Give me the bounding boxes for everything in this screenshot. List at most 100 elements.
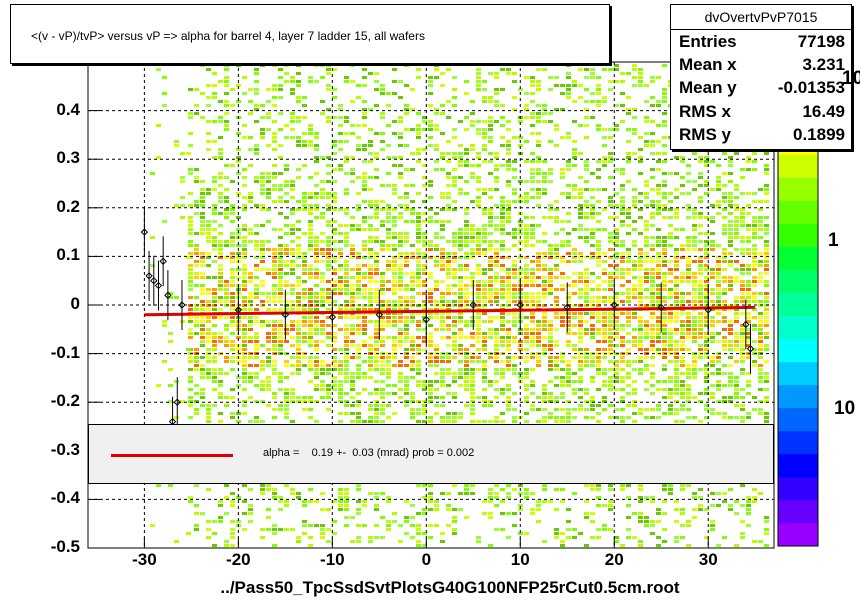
heatmap-cell — [506, 140, 511, 143]
heatmap-cell — [488, 232, 493, 235]
heatmap-cell — [344, 120, 349, 123]
heatmap-cell — [596, 348, 601, 351]
heatmap-cell — [230, 220, 235, 223]
heatmap-cell — [392, 92, 397, 95]
heatmap-cell — [488, 332, 493, 335]
heatmap-cell — [722, 256, 727, 259]
heatmap-cell — [242, 176, 247, 179]
heatmap-cell — [536, 172, 541, 175]
heatmap-cell — [494, 360, 499, 363]
heatmap-cell — [572, 492, 577, 495]
heatmap-cell — [572, 536, 577, 539]
heatmap-cell — [188, 288, 193, 291]
heatmap-cell — [560, 532, 565, 535]
heatmap-cell — [638, 72, 643, 75]
heatmap-cell — [272, 284, 277, 287]
heatmap-cell — [680, 292, 685, 295]
heatmap-cell — [686, 180, 691, 183]
heatmap-cell — [620, 284, 625, 287]
heatmap-cell — [524, 232, 529, 235]
heatmap-cell — [656, 192, 661, 195]
heatmap-cell — [536, 120, 541, 123]
heatmap-cell — [332, 144, 337, 147]
heatmap-cell — [494, 164, 499, 167]
heatmap-cell — [506, 384, 511, 387]
heatmap-cell — [506, 340, 511, 343]
heatmap-cell — [320, 380, 325, 383]
heatmap-cell — [350, 412, 355, 415]
heatmap-cell — [428, 356, 433, 359]
heatmap-cell — [524, 316, 529, 319]
heatmap-cell — [482, 404, 487, 407]
heatmap-cell — [638, 208, 643, 211]
heatmap-cell — [686, 204, 691, 207]
heatmap-cell — [296, 536, 301, 539]
heatmap-cell — [638, 320, 643, 323]
heatmap-cell — [350, 168, 355, 171]
heatmap-cell — [650, 296, 655, 299]
heatmap-cell — [500, 256, 505, 259]
heatmap-cell — [584, 280, 589, 283]
heatmap-cell — [386, 360, 391, 363]
heatmap-cell — [632, 76, 637, 79]
heatmap-cell — [530, 180, 535, 183]
heatmap-cell — [446, 368, 451, 371]
heatmap-cell — [368, 108, 373, 111]
heatmap-cell — [488, 336, 493, 339]
heatmap-cell — [530, 312, 535, 315]
heatmap-cell — [536, 104, 541, 107]
heatmap-cell — [356, 224, 361, 227]
heatmap-cell — [560, 320, 565, 323]
heatmap-cell — [374, 236, 379, 239]
heatmap-cell — [452, 380, 457, 383]
heatmap-cell — [230, 412, 235, 415]
heatmap-cell — [656, 212, 661, 215]
heatmap-cell — [296, 64, 301, 67]
heatmap-cell — [650, 300, 655, 303]
heatmap-cell — [608, 380, 613, 383]
heatmap-cell — [728, 204, 733, 207]
heatmap-cell — [392, 156, 397, 159]
heatmap-cell — [644, 328, 649, 331]
heatmap-cell — [638, 360, 643, 363]
heatmap-cell — [728, 340, 733, 343]
heatmap-cell — [260, 364, 265, 367]
heatmap-cell — [428, 324, 433, 327]
heatmap-cell — [242, 92, 247, 95]
heatmap-cell — [512, 336, 517, 339]
heatmap-cell — [500, 268, 505, 271]
heatmap-cell — [542, 416, 547, 419]
heatmap-cell — [638, 500, 643, 503]
heatmap-cell — [626, 372, 631, 375]
heatmap-cell — [596, 528, 601, 531]
heatmap-cell — [386, 204, 391, 207]
heatmap-cell — [692, 296, 697, 299]
heatmap-cell — [212, 404, 217, 407]
heatmap-cell — [596, 316, 601, 319]
heatmap-cell — [560, 240, 565, 243]
heatmap-cell — [470, 228, 475, 231]
heatmap-cell — [296, 84, 301, 87]
heatmap-cell — [680, 340, 685, 343]
heatmap-cell — [584, 500, 589, 503]
heatmap-cell — [458, 276, 463, 279]
heatmap-cell — [506, 360, 511, 363]
heatmap-cell — [242, 404, 247, 407]
heatmap-cell — [290, 284, 295, 287]
heatmap-cell — [344, 264, 349, 267]
heatmap-cell — [680, 248, 685, 251]
heatmap-cell — [404, 256, 409, 259]
heatmap-cell — [746, 292, 751, 295]
heatmap-cell — [536, 336, 541, 339]
heatmap-cell — [428, 364, 433, 367]
heatmap-cell — [584, 204, 589, 207]
heatmap-cell — [620, 544, 625, 547]
heatmap-cell — [452, 260, 457, 263]
heatmap-cell — [656, 340, 661, 343]
heatmap-cell — [464, 220, 469, 223]
heatmap-cell — [254, 316, 259, 319]
heatmap-cell — [500, 360, 505, 363]
heatmap-cell — [638, 292, 643, 295]
heatmap-cell — [740, 236, 745, 239]
heatmap-cell — [614, 272, 619, 275]
